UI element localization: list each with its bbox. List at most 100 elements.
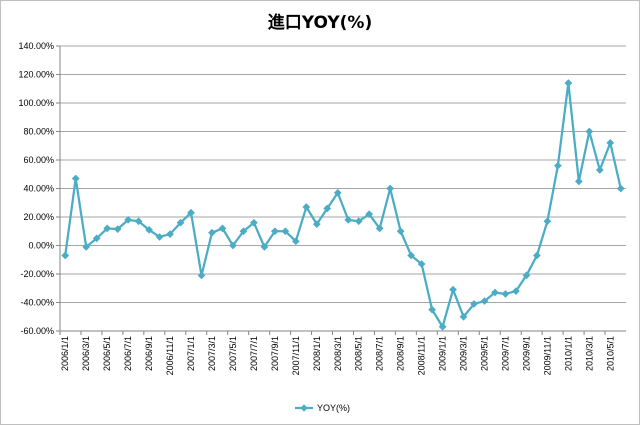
data-point xyxy=(187,208,195,217)
data-point xyxy=(61,251,70,260)
data-point xyxy=(312,220,321,229)
data-point xyxy=(595,166,604,174)
legend-label: YOY(%) xyxy=(317,403,350,413)
data-point xyxy=(438,322,447,331)
y-tick-label: -60.00% xyxy=(20,326,54,336)
data-point xyxy=(281,227,290,236)
data-point xyxy=(270,227,279,236)
data-point xyxy=(166,230,175,239)
x-tick-label: 2009/5/1 xyxy=(480,336,490,371)
x-tick-label: 2010/1/1 xyxy=(563,336,573,371)
y-tick-label: 40.00% xyxy=(23,184,54,194)
data-point xyxy=(501,289,510,298)
data-point xyxy=(616,184,625,193)
data-point xyxy=(511,287,520,296)
chart-title: 進口YOY(%) xyxy=(268,13,372,33)
x-tick-label: 2006/5/1 xyxy=(102,336,112,371)
series-markers-yoy xyxy=(61,79,625,331)
x-tick-label: 2007/9/1 xyxy=(270,336,280,371)
x-tick-label: 2006/1/1 xyxy=(60,336,70,371)
data-point xyxy=(449,285,458,294)
data-point xyxy=(302,203,311,211)
x-tick-label: 2006/7/1 xyxy=(123,336,133,371)
data-point xyxy=(228,241,237,250)
x-tick-label: 2008/9/1 xyxy=(396,336,406,371)
x-tick-label: 2007/7/1 xyxy=(249,336,259,371)
data-point xyxy=(386,184,395,193)
y-tick-label: 20.00% xyxy=(23,212,54,222)
x-tick-label: 2009/9/1 xyxy=(521,336,531,371)
data-point xyxy=(344,215,353,224)
data-point xyxy=(155,232,164,241)
x-tick-label: 2008/3/1 xyxy=(333,336,343,371)
x-tick-label: 2007/1/1 xyxy=(186,336,196,371)
data-point xyxy=(124,215,133,224)
gridlines xyxy=(60,45,626,332)
data-point xyxy=(260,242,269,251)
data-point xyxy=(585,127,594,136)
x-tick-label: 2006/9/1 xyxy=(144,336,154,371)
y-tick-label: 80.00% xyxy=(23,127,54,137)
data-point xyxy=(553,161,562,170)
data-point xyxy=(522,271,531,280)
x-tick-label: 2009/7/1 xyxy=(500,336,510,371)
data-point xyxy=(417,260,426,268)
x-tick-label: 2006/11/1 xyxy=(165,336,175,375)
data-point xyxy=(396,227,405,236)
data-point xyxy=(71,174,80,183)
legend: YOY(%) xyxy=(295,403,350,413)
data-point xyxy=(249,218,258,227)
x-axis-tick-labels: 2006/1/1 2006/3/1 2006/5/1 2006/7/1 2006/9/1… xyxy=(60,336,615,375)
data-point xyxy=(532,251,541,260)
data-point xyxy=(543,217,552,226)
data-point xyxy=(218,224,227,233)
x-tick-label: 2009/11/1 xyxy=(542,336,552,375)
data-point xyxy=(365,210,374,219)
y-tick-label: 140.00% xyxy=(18,41,54,51)
y-tick-label: 0.00% xyxy=(28,241,54,251)
x-tick-label: 2008/1/1 xyxy=(312,336,322,371)
x-tick-label: 2006/3/1 xyxy=(81,336,91,371)
data-point xyxy=(480,297,489,306)
data-point xyxy=(82,242,91,251)
data-point xyxy=(239,227,248,236)
data-point xyxy=(459,312,468,321)
series-line-yoy xyxy=(64,81,622,328)
data-point xyxy=(197,271,206,280)
axes xyxy=(56,45,626,335)
data-point xyxy=(470,299,478,308)
data-point xyxy=(333,188,342,197)
x-tick-label: 2009/3/1 xyxy=(459,336,469,371)
y-tick-label: 60.00% xyxy=(23,155,54,165)
y-tick-label: 100.00% xyxy=(18,98,54,108)
data-point xyxy=(375,224,384,233)
data-point xyxy=(428,305,437,314)
data-point xyxy=(564,79,573,88)
x-tick-label: 2008/11/1 xyxy=(417,336,427,375)
data-point xyxy=(208,228,216,237)
y-tick-label: -40.00% xyxy=(20,298,54,308)
x-tick-label: 2008/7/1 xyxy=(375,336,385,371)
x-tick-label: 2009/1/1 xyxy=(438,336,448,371)
data-point xyxy=(407,251,416,260)
x-tick-label: 2008/5/1 xyxy=(354,336,364,371)
x-tick-label: 2010/3/1 xyxy=(584,336,594,371)
data-point xyxy=(103,224,112,233)
x-tick-label: 2010/5/1 xyxy=(605,336,615,371)
y-axis-tick-labels: 140.00% 120.00% 100.00% 80.00% 60.00% 40.00% 2… xyxy=(18,41,54,336)
data-point xyxy=(606,138,615,147)
data-point xyxy=(354,217,363,226)
legend-marker-swatch xyxy=(300,404,308,412)
data-point xyxy=(145,225,154,234)
data-point xyxy=(323,204,332,213)
x-tick-label: 2007/3/1 xyxy=(207,336,217,371)
y-tick-label: 120.00% xyxy=(18,70,54,80)
data-point xyxy=(92,234,101,243)
data-point xyxy=(574,177,583,186)
data-point xyxy=(176,218,185,227)
y-tick-label: -20.00% xyxy=(20,269,54,279)
data-point xyxy=(113,225,122,234)
data-point xyxy=(491,288,499,297)
